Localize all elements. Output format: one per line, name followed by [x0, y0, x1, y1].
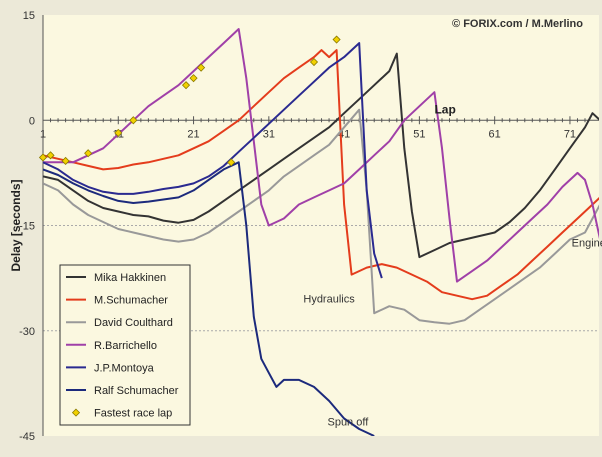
fastest-lap-marker [332, 35, 341, 44]
annotation-label: Hydraulics [303, 294, 355, 306]
fastest-lap-marker [197, 63, 206, 72]
y-axis-label: Delay [seconds] [9, 179, 23, 271]
fastest-lap-marker [114, 128, 123, 137]
y-tick-label: -45 [19, 431, 35, 443]
legend-swatch [71, 408, 81, 417]
series-line-6 [43, 161, 375, 436]
x-axis-label: Lap [434, 102, 455, 116]
annotations: Hydraulics Spun off Engine [303, 238, 602, 429]
legend-label: Fastest race lap [94, 408, 172, 420]
x-tick-label: 31 [263, 128, 275, 140]
legend-label: M.Schumacher [94, 295, 168, 307]
legend-label: Mika Hakkinen [94, 272, 166, 284]
legend: Mika Hakkinen M.Schumacher David Coulthard… [59, 264, 191, 426]
fastest-lap-marker [227, 158, 236, 167]
series-lines [43, 28, 599, 436]
series-line-3 [43, 108, 599, 325]
fastest-lap-markers [38, 35, 341, 167]
y-tick-label: 0 [29, 115, 35, 127]
legend-label: David Coulthard [94, 317, 173, 329]
fastest-lap-marker [38, 153, 48, 162]
fastest-lap-marker [129, 116, 138, 125]
series-line-1 [43, 52, 599, 259]
fastest-lap-marker [309, 57, 319, 67]
legend-label: R.Barrichello [94, 340, 157, 352]
series-line-5 [43, 42, 383, 279]
series-line-4 [43, 28, 599, 283]
fastest-lap-marker [61, 156, 70, 166]
fastest-lap-marker [84, 149, 93, 158]
annotation-label: Spun off [327, 416, 369, 428]
x-tick-label: 61 [489, 128, 501, 140]
legend-label: J.P.Montoya [94, 362, 155, 374]
series-line-2 [43, 49, 599, 301]
y-tick-label: -30 [19, 326, 35, 338]
legend-label: Ralf Schumacher [94, 385, 179, 397]
x-tick-label: 21 [187, 128, 199, 140]
x-tick-label: 71 [564, 128, 576, 140]
fastest-lap-marker [189, 74, 198, 83]
x-tick-label: 51 [413, 128, 425, 140]
credit-text: © FORIX.com / M.Merlino [452, 18, 583, 30]
fastest-lap-marker [181, 81, 191, 90]
y-tick-label: 15 [23, 10, 35, 22]
x-tick-label: 1 [40, 128, 46, 140]
fastest-lap-marker [46, 151, 55, 160]
annotation-label: Engine [572, 238, 602, 250]
y-tick-label: -15 [19, 221, 35, 233]
